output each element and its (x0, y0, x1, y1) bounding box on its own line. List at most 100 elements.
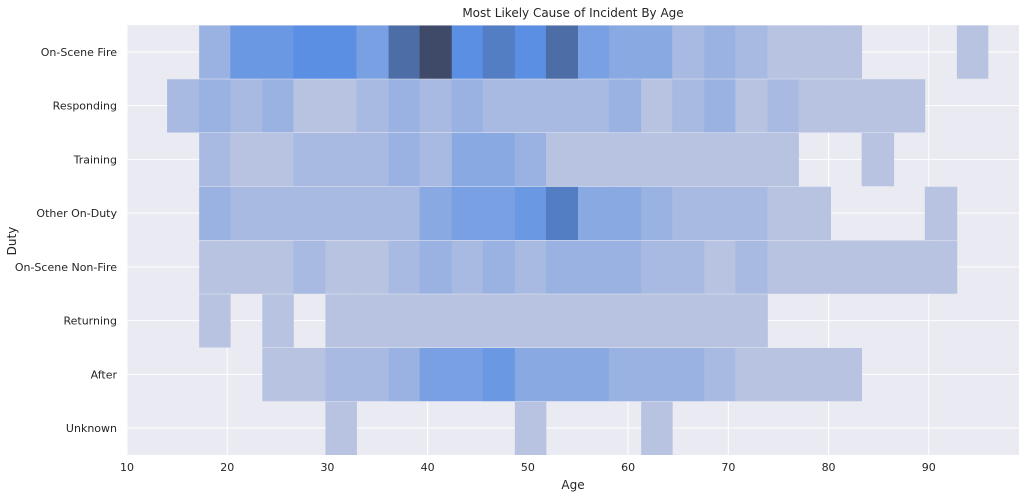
heatmap-cell (262, 79, 294, 133)
heatmap-cell (482, 294, 516, 348)
heatmap-cell (767, 25, 799, 79)
heatmap-cell (325, 348, 357, 402)
heatmap-cell (578, 25, 610, 79)
heatmap-cell (293, 240, 326, 294)
heatmap-cell (704, 240, 736, 294)
x-tick-label: 50 (521, 461, 535, 474)
heatmap-cell (609, 79, 642, 133)
heatmap-cell (641, 186, 673, 240)
heatmap-cell (230, 25, 263, 79)
heatmap-cell (672, 240, 705, 294)
heatmap-cell (609, 294, 642, 348)
heatmap-cell (830, 25, 863, 79)
heatmap-cell (419, 348, 453, 402)
heatmap-cell (514, 25, 547, 79)
heatmap-cell (293, 25, 326, 79)
heatmap-cell (830, 348, 863, 402)
heatmap-cell (514, 133, 547, 187)
heatmap-cell (578, 133, 610, 187)
y-tick-label: On-Scene Non-Fire (15, 261, 117, 274)
x-axis-label: Age (561, 478, 584, 492)
heatmap-cell (262, 348, 294, 402)
heatmap-cell (861, 240, 895, 294)
heatmap-cell (514, 186, 547, 240)
heatmap-cell (293, 133, 326, 187)
heatmap-cell (325, 79, 357, 133)
heatmap-cell (704, 186, 736, 240)
heatmap-cell (861, 79, 895, 133)
x-tick-label: 10 (120, 461, 134, 474)
heatmap-cell (325, 401, 357, 455)
heatmap-cell (545, 348, 579, 402)
heatmap-cell (641, 401, 673, 455)
heatmap-cell (293, 348, 326, 402)
heatmap-cell (514, 348, 547, 402)
heatmap-cell (325, 25, 357, 79)
heatmap-cell (419, 240, 453, 294)
heatmap-cell (451, 240, 484, 294)
heatmap-cell (798, 348, 831, 402)
tick-labels: 10 20 30 40 50 60 70 80 90 On-Scene Fire Respondin… (15, 46, 936, 474)
y-tick-label: Returning (63, 315, 117, 328)
heatmap-cell (293, 79, 326, 133)
heatmap-cell (262, 240, 294, 294)
heatmap-cell (451, 186, 484, 240)
heatmap-cell (262, 25, 294, 79)
heatmap-cell (545, 186, 579, 240)
y-tick-label: Unknown (66, 422, 117, 435)
heatmap-cell (704, 25, 736, 79)
heatmap-cell (830, 79, 863, 133)
heatmap-cell (767, 240, 799, 294)
heatmap-cell (482, 133, 516, 187)
y-tick-label: Training (73, 153, 117, 166)
heatmap-cell (609, 186, 642, 240)
heatmap-cell (641, 25, 673, 79)
heatmap-cell (798, 79, 831, 133)
heatmap-cell (325, 240, 357, 294)
chart-title: Most Likely Cause of Incident By Age (462, 6, 683, 20)
heatmap-cell (578, 294, 610, 348)
heatmap-cell (388, 186, 421, 240)
heatmap-cell (578, 186, 610, 240)
heatmap-cell (735, 240, 768, 294)
heatmap-cell (893, 240, 926, 294)
heatmap-cell (609, 240, 642, 294)
y-tick-label: Responding (53, 100, 117, 113)
heatmap-cell (514, 240, 547, 294)
heatmap-cell (451, 25, 484, 79)
heatmap-cell (388, 294, 421, 348)
heatmap-cell (356, 294, 389, 348)
heatmap-cell (767, 186, 799, 240)
heatmap-cell (641, 240, 673, 294)
heatmap-cell (419, 294, 453, 348)
heatmap-cell (735, 186, 768, 240)
heatmap-cell (356, 348, 389, 402)
heatmap-cell (388, 240, 421, 294)
heatmap-cell (451, 79, 484, 133)
heatmap-cells (167, 25, 989, 455)
heatmap-cell (262, 294, 294, 348)
heatmap-cell (545, 79, 579, 133)
heatmap-cell (861, 133, 895, 187)
heatmap-cell (704, 294, 736, 348)
heatmap-cell (767, 133, 799, 187)
heatmap-cell (514, 294, 547, 348)
heatmap-cell (388, 25, 421, 79)
heatmap-cell (356, 25, 389, 79)
y-tick-label: Other On-Duty (36, 207, 117, 220)
heatmap-cell (924, 186, 958, 240)
heatmap-cell (325, 133, 357, 187)
heatmap-cell (545, 240, 579, 294)
heatmap-cell (199, 294, 231, 348)
heatmap-cell (482, 25, 516, 79)
heatmap-cell (767, 348, 799, 402)
heatmap-cell (514, 401, 547, 455)
y-tick-label: On-Scene Fire (41, 46, 117, 59)
heatmap-cell (482, 240, 516, 294)
heatmap-cell (672, 25, 705, 79)
heatmap-cell (609, 25, 642, 79)
heatmap-cell (545, 294, 579, 348)
heatmap-cell (735, 79, 768, 133)
x-tick-label: 30 (320, 461, 334, 474)
